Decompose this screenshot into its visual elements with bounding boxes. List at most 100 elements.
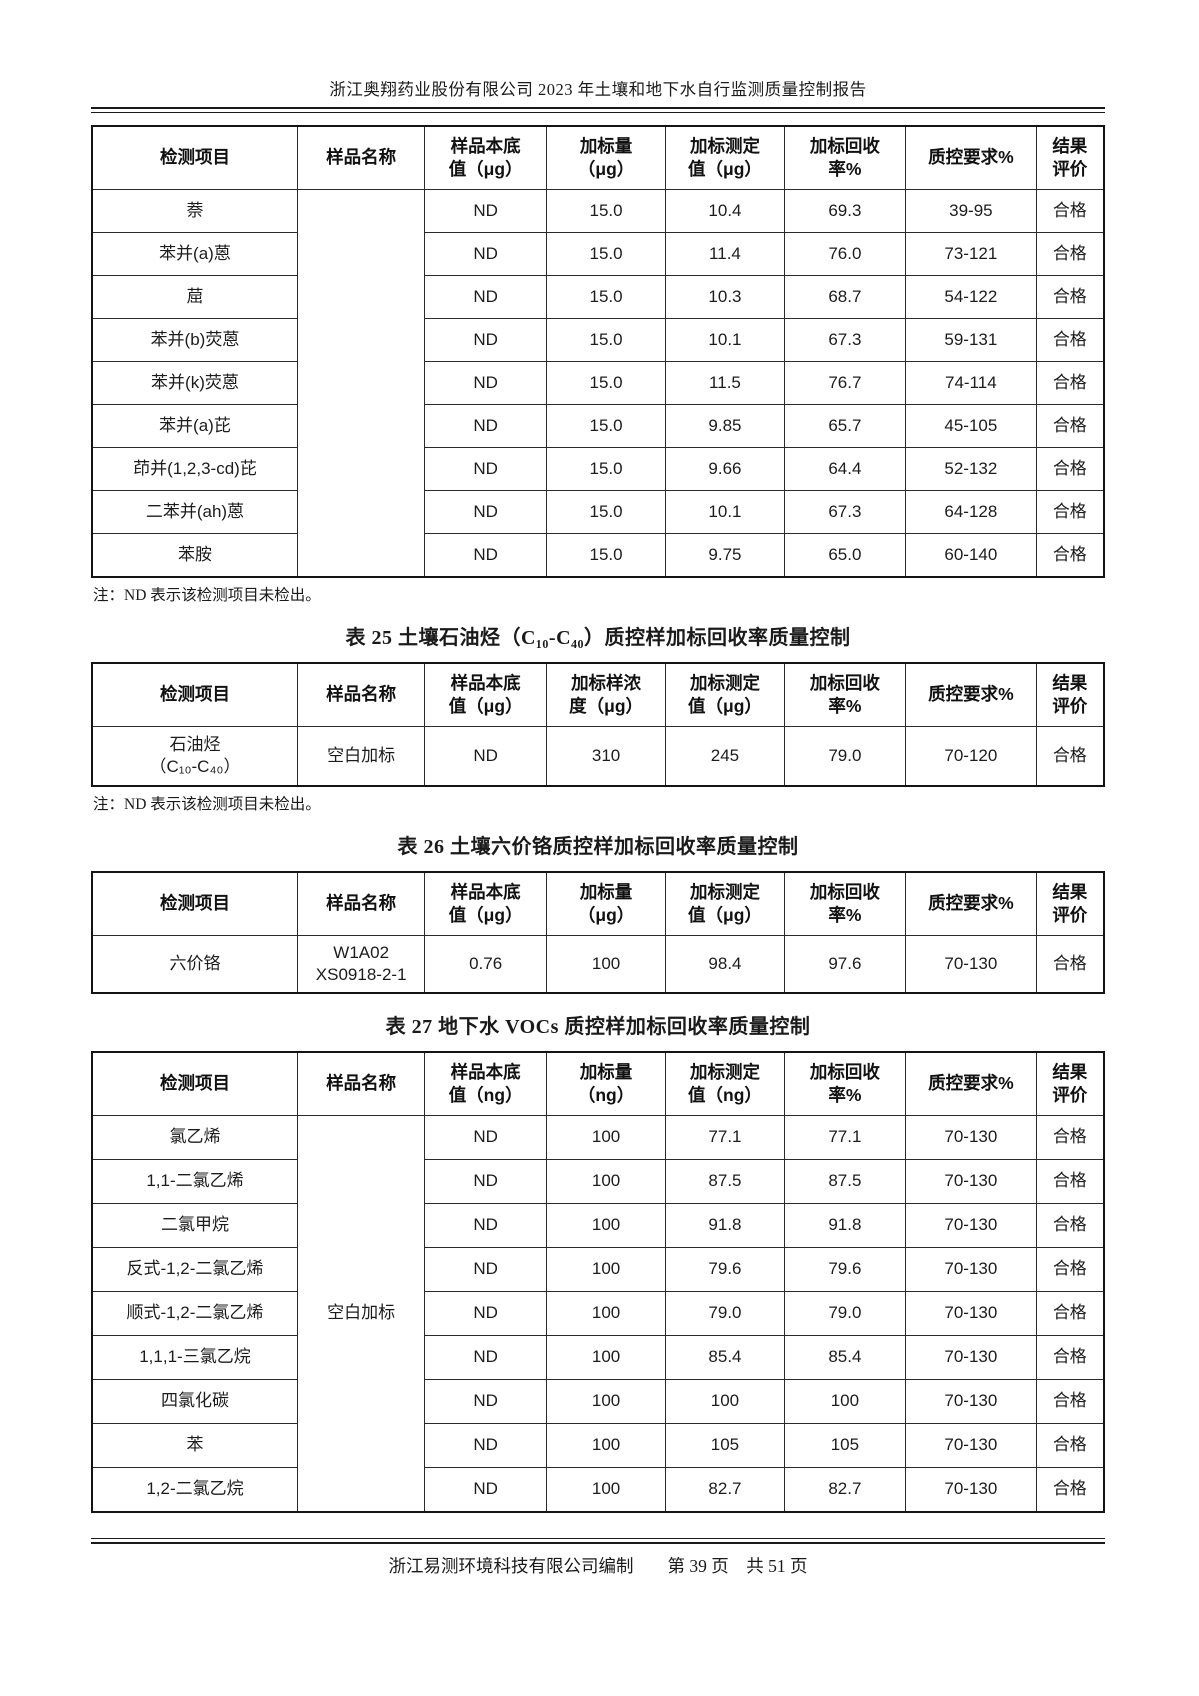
value-cell: ND	[424, 1115, 547, 1160]
analyte-cell: 苯	[91, 1423, 298, 1468]
sample-name-cell: 空白加标	[296, 1115, 426, 1513]
header-cell: 结果 评价	[1035, 1051, 1105, 1116]
table-row: 二苯并(ah)蒽 ND 15.0 10.1 67.3 64-128 合格	[91, 490, 1105, 534]
header-cell: 加标回收 率%	[783, 871, 907, 936]
value-cell: 15.0	[545, 189, 667, 233]
sample-name-cell: 空白加标	[296, 726, 426, 787]
value-cell: 87.5	[783, 1159, 907, 1204]
table-row: 苯并(b)荧蒽 ND 15.0 10.1 67.3 59-131 合格	[91, 318, 1105, 362]
header-cell: 结果 评价	[1035, 125, 1105, 190]
result-cell: 合格	[1035, 1379, 1105, 1424]
header-cell: 质控要求%	[905, 871, 1037, 936]
value-cell: 9.66	[665, 447, 785, 491]
header-row: 检测项目 样品名称 样品本底 值（μg） 加标样浓 度（μg） 加标测定 值（μg） 加标…	[91, 662, 1105, 727]
header-row: 检测项目 样品名称 样品本底 值（μg） 加标量 （μg） 加标测定 值（μg） 加标回收…	[91, 871, 1105, 936]
value-cell: 64-128	[905, 490, 1037, 534]
result-cell: 合格	[1035, 1423, 1105, 1468]
value-cell: 97.6	[783, 935, 907, 994]
value-cell: 100	[545, 1115, 667, 1160]
value-cell: 105	[783, 1423, 907, 1468]
page-header-title: 浙江奥翔药业股份有限公司 2023 年土壤和地下水自行监测质量控制报告	[329, 80, 867, 99]
value-cell: 98.4	[665, 935, 785, 994]
header-cell: 加标回收 率%	[783, 1051, 907, 1116]
table-row: 萘 ND 15.0 10.4 69.3 39-95 合格	[91, 189, 1105, 578]
analyte-cell: 苯并(k)荧蒽	[91, 361, 298, 405]
value-cell: 70-130	[905, 1467, 1037, 1513]
analyte-cell: 反式-1,2-二氯乙烯	[91, 1247, 298, 1292]
result-cell: 合格	[1035, 1115, 1105, 1160]
value-cell: ND	[424, 1203, 547, 1248]
table-row: 1,2-二氯乙烷 ND 100 82.7 82.7 70-130 合格	[91, 1467, 1105, 1513]
value-cell: 77.1	[783, 1115, 907, 1160]
header-cell: 加标测定 值（μg）	[665, 871, 785, 936]
value-cell: 69.3	[783, 189, 907, 233]
result-cell: 合格	[1035, 318, 1105, 362]
header-cell: 加标量 （ng）	[545, 1051, 667, 1116]
analyte-cell: 四氯化碳	[91, 1379, 298, 1424]
analyte-cell: 苯胺	[91, 533, 298, 578]
value-cell: 91.8	[665, 1203, 785, 1248]
value-cell: 100	[545, 1423, 667, 1468]
header-cell: 样品本底 值（μg）	[424, 662, 547, 727]
value-cell: 10.3	[665, 275, 785, 319]
value-cell: 70-130	[905, 1335, 1037, 1380]
analyte-cell: 石油烃 （C₁₀-C₄₀）	[91, 726, 298, 787]
value-cell: 100	[545, 1335, 667, 1380]
result-cell: 合格	[1035, 1467, 1105, 1513]
header-cell: 样品名称	[296, 125, 426, 190]
value-cell: 54-122	[905, 275, 1037, 319]
analyte-cell: 1,1-二氯乙烯	[91, 1159, 298, 1204]
page-footer: 浙江易测环境科技有限公司编制 第 39 页 共 51 页	[91, 1538, 1105, 1578]
value-cell: ND	[424, 1335, 547, 1380]
value-cell: 10.1	[665, 490, 785, 534]
value-cell: ND	[424, 404, 547, 448]
header-cell: 加标回收 率%	[783, 125, 907, 190]
value-cell: ND	[424, 726, 547, 787]
value-cell: ND	[424, 189, 547, 233]
value-cell: 68.7	[783, 275, 907, 319]
value-cell: ND	[424, 1379, 547, 1424]
value-cell: 100	[545, 1159, 667, 1204]
header-cell: 加标回收 率%	[783, 662, 907, 727]
header-cell: 结果 评价	[1035, 662, 1105, 727]
header-cell: 质控要求%	[905, 1051, 1037, 1116]
result-cell: 合格	[1035, 533, 1105, 578]
table-caption-soil-petroleum: 表 25 土壤石油烃（C₁₀-C₄₀）质控样加标回收率质量控制	[345, 627, 851, 649]
table-row: 1,1-二氯乙烯 ND 100 87.5 87.5 70-130 合格	[91, 1159, 1105, 1204]
value-cell: 70-130	[905, 1247, 1037, 1292]
analyte-cell: 二苯并(ah)蒽	[91, 490, 298, 534]
table-row: 䓛 ND 15.0 10.3 68.7 54-122 合格	[91, 275, 1105, 319]
table-row: 1,1,1-三氯乙烷 ND 100 85.4 85.4 70-130 合格	[91, 1335, 1105, 1380]
value-cell: 79.6	[783, 1247, 907, 1292]
value-cell: 100	[783, 1379, 907, 1424]
footer-publisher: 浙江易测环境科技有限公司编制	[388, 1556, 634, 1576]
value-cell: 10.1	[665, 318, 785, 362]
value-cell: 59-131	[905, 318, 1037, 362]
value-cell: 70-130	[905, 1159, 1037, 1204]
value-cell: 100	[545, 1379, 667, 1424]
result-cell: 合格	[1035, 361, 1105, 405]
header-cell: 检测项目	[91, 662, 298, 727]
value-cell: 79.0	[783, 726, 907, 787]
value-cell: 60-140	[905, 533, 1037, 578]
header-cell: 加标测定 值（μg）	[665, 662, 785, 727]
table-row: 反式-1,2-二氯乙烯 ND 100 79.6 79.6 70-130 合格	[91, 1247, 1105, 1292]
header-cell: 样品本底 值（μg）	[424, 871, 547, 936]
table-row: 氯乙烯 空白加标 ND 100 77.1 77.1 70-130 合格	[91, 1115, 1105, 1513]
value-cell: 45-105	[905, 404, 1037, 448]
value-cell: 100	[665, 1379, 785, 1424]
value-cell: 15.0	[545, 275, 667, 319]
value-cell: 100	[545, 1291, 667, 1336]
value-cell: ND	[424, 318, 547, 362]
header-cell: 加标测定 值（ng）	[665, 1051, 785, 1116]
table-row: 顺式-1,2-二氯乙烯 ND 100 79.0 79.0 70-130 合格	[91, 1291, 1105, 1336]
value-cell: 67.3	[783, 490, 907, 534]
value-cell: 11.4	[665, 232, 785, 276]
value-cell: 73-121	[905, 232, 1037, 276]
header-row: 检测项目 样品名称 样品本底 值（ng） 加标量 （ng） 加标测定 值（ng） 加标回收…	[91, 1051, 1105, 1116]
table-row: 二氯甲烷 ND 100 91.8 91.8 70-130 合格	[91, 1203, 1105, 1248]
value-cell: 70-130	[905, 1203, 1037, 1248]
value-cell: 77.1	[665, 1115, 785, 1160]
value-cell: 79.0	[665, 1291, 785, 1336]
result-cell: 合格	[1035, 404, 1105, 448]
